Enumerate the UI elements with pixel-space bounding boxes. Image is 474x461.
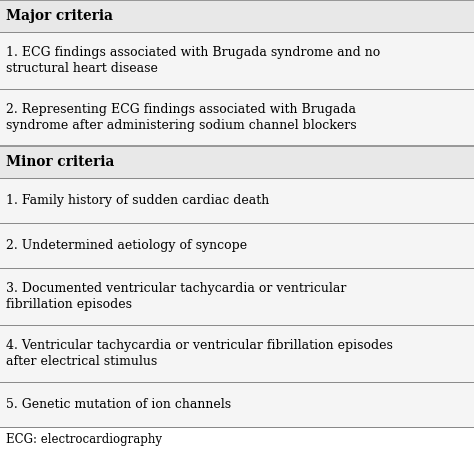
Text: Major criteria: Major criteria [6, 9, 113, 23]
Bar [0, 268, 474, 325]
Text: 2. Representing ECG findings associated with Brugada
syndrome after administerin: 2. Representing ECG findings associated … [6, 103, 356, 132]
Text: Minor criteria: Minor criteria [6, 155, 114, 169]
Bar [0, 89, 474, 147]
Bar [0, 325, 474, 382]
Bar [0, 32, 474, 89]
Bar [0, 382, 474, 427]
Text: 2. Undetermined aetiology of syncope: 2. Undetermined aetiology of syncope [6, 239, 247, 252]
Text: 3. Documented ventricular tachycardia or ventricular
fibrillation episodes: 3. Documented ventricular tachycardia or… [6, 282, 346, 311]
Text: 1. Family history of sudden cardiac death: 1. Family history of sudden cardiac deat… [6, 194, 269, 207]
Bar [0, 147, 474, 178]
Text: 4. Ventricular tachycardia or ventricular fibrillation episodes
after electrical: 4. Ventricular tachycardia or ventricula… [6, 339, 392, 368]
Bar [0, 178, 474, 223]
Bar [0, 223, 474, 268]
Text: 1. ECG findings associated with Brugada syndrome and no
structural heart disease: 1. ECG findings associated with Brugada … [6, 46, 380, 75]
Text: ECG: electrocardiography: ECG: electrocardiography [6, 433, 162, 446]
Bar [0, 427, 474, 461]
Text: 5. Genetic mutation of ion channels: 5. Genetic mutation of ion channels [6, 398, 231, 411]
Bar [0, 0, 474, 32]
